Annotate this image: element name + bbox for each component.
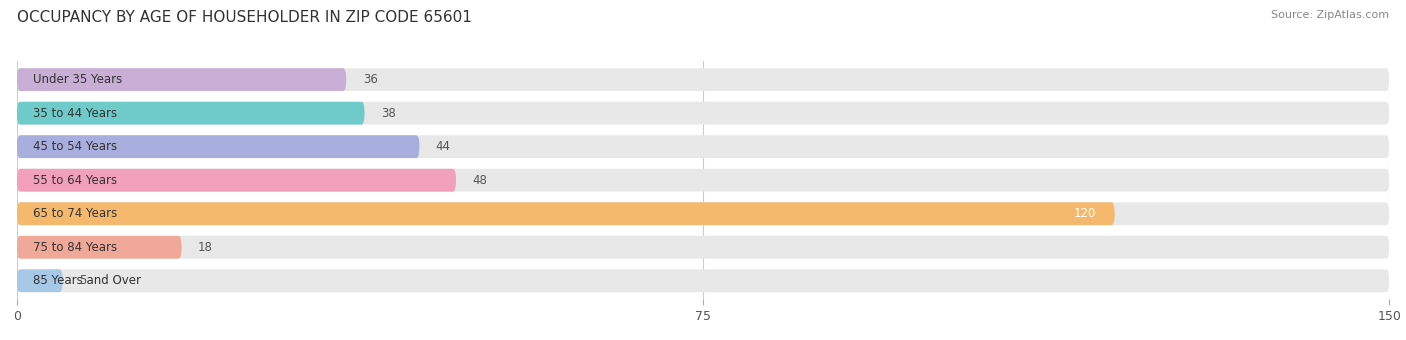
Text: 38: 38 (381, 107, 395, 120)
Text: 75 to 84 Years: 75 to 84 Years (34, 241, 118, 254)
FancyBboxPatch shape (17, 135, 1389, 158)
Text: 120: 120 (1074, 207, 1097, 220)
FancyBboxPatch shape (17, 269, 1389, 292)
Text: OCCUPANCY BY AGE OF HOUSEHOLDER IN ZIP CODE 65601: OCCUPANCY BY AGE OF HOUSEHOLDER IN ZIP C… (17, 10, 472, 25)
FancyBboxPatch shape (17, 269, 63, 292)
Text: 85 Years and Over: 85 Years and Over (34, 274, 142, 287)
Text: Source: ZipAtlas.com: Source: ZipAtlas.com (1271, 10, 1389, 20)
FancyBboxPatch shape (17, 68, 1389, 91)
FancyBboxPatch shape (17, 169, 456, 192)
FancyBboxPatch shape (17, 135, 419, 158)
Text: 48: 48 (472, 174, 488, 187)
Text: 35 to 44 Years: 35 to 44 Years (34, 107, 118, 120)
FancyBboxPatch shape (17, 169, 1389, 192)
Text: 36: 36 (363, 73, 378, 86)
FancyBboxPatch shape (17, 202, 1115, 225)
Text: 44: 44 (436, 140, 451, 153)
Text: Under 35 Years: Under 35 Years (34, 73, 122, 86)
FancyBboxPatch shape (17, 236, 1389, 259)
Text: 5: 5 (79, 274, 86, 287)
Text: 18: 18 (198, 241, 212, 254)
Text: 55 to 64 Years: 55 to 64 Years (34, 174, 118, 187)
FancyBboxPatch shape (17, 102, 1389, 124)
FancyBboxPatch shape (17, 202, 1389, 225)
Text: 45 to 54 Years: 45 to 54 Years (34, 140, 118, 153)
FancyBboxPatch shape (17, 236, 181, 259)
FancyBboxPatch shape (17, 68, 346, 91)
Text: 65 to 74 Years: 65 to 74 Years (34, 207, 118, 220)
FancyBboxPatch shape (17, 102, 364, 124)
